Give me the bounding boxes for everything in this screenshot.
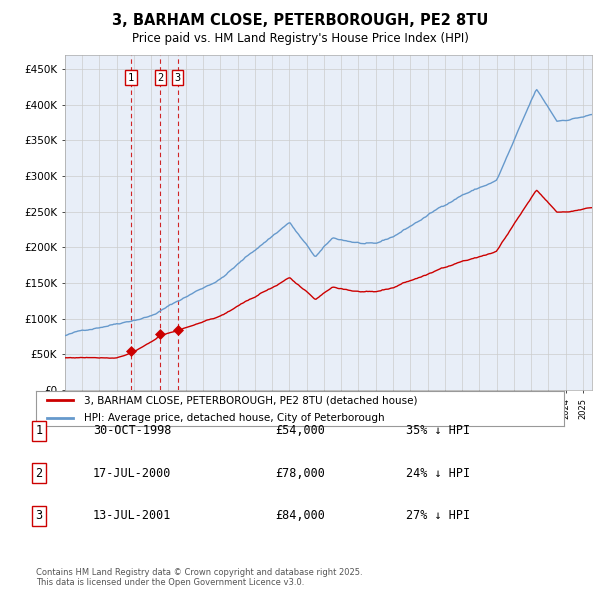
Text: 3: 3 [35, 509, 43, 522]
Text: 27% ↓ HPI: 27% ↓ HPI [406, 509, 470, 522]
Text: 3, BARHAM CLOSE, PETERBOROUGH, PE2 8TU (detached house): 3, BARHAM CLOSE, PETERBOROUGH, PE2 8TU (… [83, 395, 417, 405]
Text: 35% ↓ HPI: 35% ↓ HPI [406, 424, 470, 437]
Text: £78,000: £78,000 [275, 467, 325, 480]
Text: 24% ↓ HPI: 24% ↓ HPI [406, 467, 470, 480]
Text: 2: 2 [157, 73, 164, 83]
Text: Price paid vs. HM Land Registry's House Price Index (HPI): Price paid vs. HM Land Registry's House … [131, 32, 469, 45]
Text: 3: 3 [175, 73, 181, 83]
Text: Contains HM Land Registry data © Crown copyright and database right 2025.
This d: Contains HM Land Registry data © Crown c… [36, 568, 362, 587]
Text: 2: 2 [35, 467, 43, 480]
Text: 3, BARHAM CLOSE, PETERBOROUGH, PE2 8TU: 3, BARHAM CLOSE, PETERBOROUGH, PE2 8TU [112, 13, 488, 28]
Text: 17-JUL-2000: 17-JUL-2000 [93, 467, 171, 480]
Text: £54,000: £54,000 [275, 424, 325, 437]
Text: 30-OCT-1998: 30-OCT-1998 [93, 424, 171, 437]
Text: £84,000: £84,000 [275, 509, 325, 522]
Text: 13-JUL-2001: 13-JUL-2001 [93, 509, 171, 522]
Text: 1: 1 [35, 424, 43, 437]
Text: 1: 1 [128, 73, 134, 83]
Text: HPI: Average price, detached house, City of Peterborough: HPI: Average price, detached house, City… [83, 413, 384, 423]
